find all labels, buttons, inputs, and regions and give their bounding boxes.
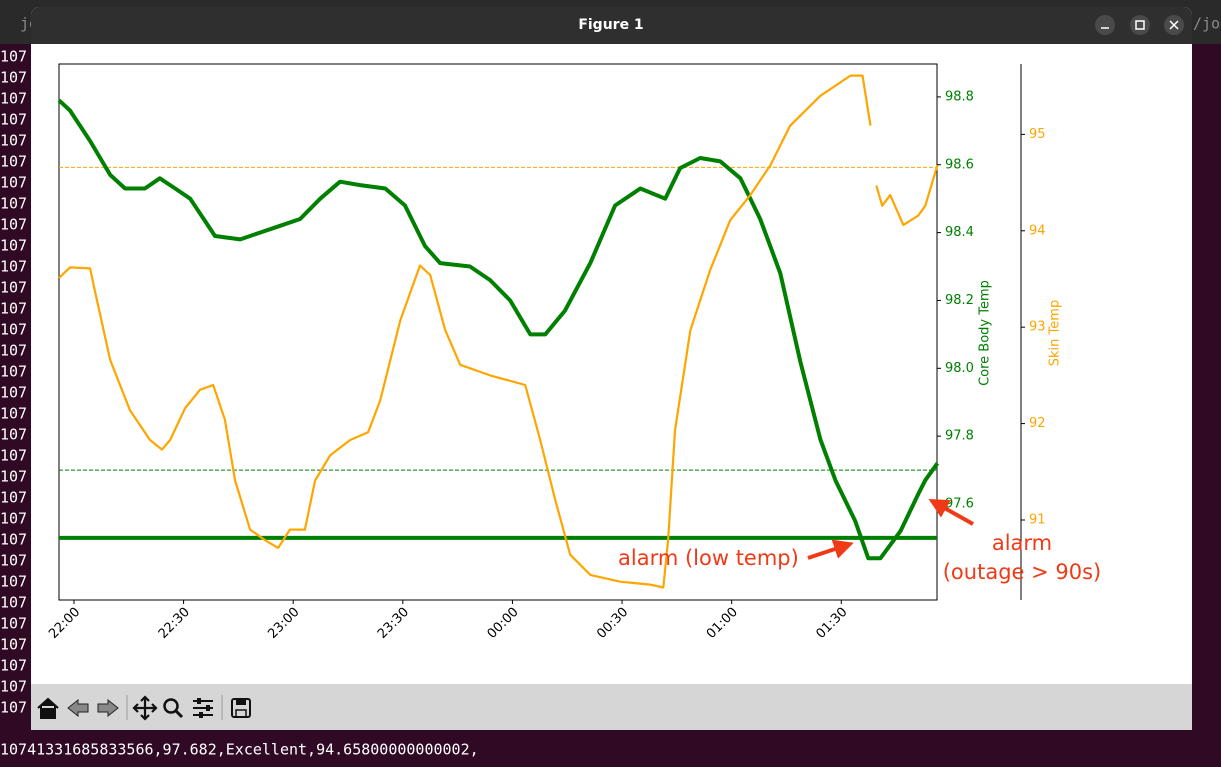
terminal-line: 107 (0, 132, 27, 150)
terminal-line: 107 (0, 363, 27, 381)
terminal-line: 107 (0, 678, 27, 696)
terminal-line: 107 (0, 489, 27, 507)
y2-tick-label: 93 (1029, 320, 1046, 335)
terminal-line: 107 (0, 573, 27, 591)
annotation: alarm (992, 531, 1052, 555)
y2-tick-label: 91 (1029, 512, 1046, 527)
terminal-line: 107 (0, 510, 27, 528)
series-line (58, 74, 939, 589)
y-tick-label: 98.4 (945, 225, 974, 240)
terminal-line: 107 (0, 405, 27, 423)
terminal-line: 107 (0, 279, 27, 297)
minimize-button[interactable] (1095, 15, 1115, 35)
terminal-line: 107 (0, 321, 27, 339)
terminal-line: 107 (0, 258, 27, 276)
terminal-line: 107 (0, 426, 27, 444)
window-title: Figure 1 (578, 17, 643, 33)
terminal-line: 10741331685833566,97.682,Excellent,94.65… (0, 741, 479, 759)
configure-button[interactable] (193, 698, 213, 718)
toolbar (31, 684, 1192, 730)
title-bar (31, 7, 1192, 44)
terminal-line: 107 (0, 300, 27, 318)
terminal-line: 107 (0, 342, 27, 360)
y2-tick-label: 92 (1029, 416, 1046, 431)
terminal-line: 107 (0, 699, 27, 717)
axes-frame (58, 63, 938, 601)
terminal-line: 107 (0, 237, 27, 255)
y-tick-label: 97.6 (945, 496, 974, 511)
y2-tick-label: 94 (1029, 223, 1046, 238)
terminal-line: 107 (0, 174, 27, 192)
window: Figure 1 (31, 7, 1192, 730)
y-tick-label: 98.6 (945, 157, 974, 172)
terminal-line: 107 (0, 636, 27, 654)
terminal-line: 107 (0, 615, 27, 633)
pan-button[interactable] (132, 695, 158, 721)
y2-tick-label: 95 (1029, 127, 1046, 142)
terminal-line: 107 (0, 552, 27, 570)
terminal-line: 107 (0, 195, 27, 213)
close-button[interactable] (1164, 15, 1184, 35)
terminal-line: 107 (0, 447, 27, 465)
terminal-line: 107 (0, 531, 27, 549)
window-frame (31, 7, 1192, 730)
home-button[interactable] (37, 697, 59, 719)
terminal-line: 107 (0, 48, 27, 66)
y-tick-label: 97.8 (945, 429, 974, 444)
y-tick-label: 98.2 (945, 293, 974, 308)
terminal-line: 107 (0, 153, 27, 171)
terminal-line: 107 (0, 69, 27, 87)
y-tick-label: 98.0 (945, 361, 974, 376)
terminal-line: 107 (0, 384, 27, 402)
maximize-button[interactable] (1130, 15, 1150, 35)
y2-axis-label: Skin Temp (1048, 300, 1063, 366)
terminal-line: 107 (0, 216, 27, 234)
forward-button[interactable] (97, 698, 119, 718)
y-tick-label: 98.8 (945, 89, 974, 104)
back-button[interactable] (67, 698, 89, 718)
terminal-line: 107 (0, 594, 27, 612)
terminal-line: 107 (0, 468, 27, 486)
y-axis-label: Core Body Temp (978, 280, 993, 386)
annotation: alarm (low temp) (618, 546, 799, 570)
annotation-arrow (928, 499, 974, 526)
series-line (57, 98, 940, 561)
tab-label: /jog (1193, 15, 1221, 33)
zoom-button[interactable] (163, 698, 184, 719)
annotation: (outage > 90s) (943, 560, 1102, 584)
terminal-line: 107 (0, 111, 27, 129)
save-button[interactable] (231, 698, 251, 718)
terminal-line: 107 (0, 90, 27, 108)
annotation-arrow (807, 539, 854, 560)
terminal-line: 107 (0, 657, 27, 675)
